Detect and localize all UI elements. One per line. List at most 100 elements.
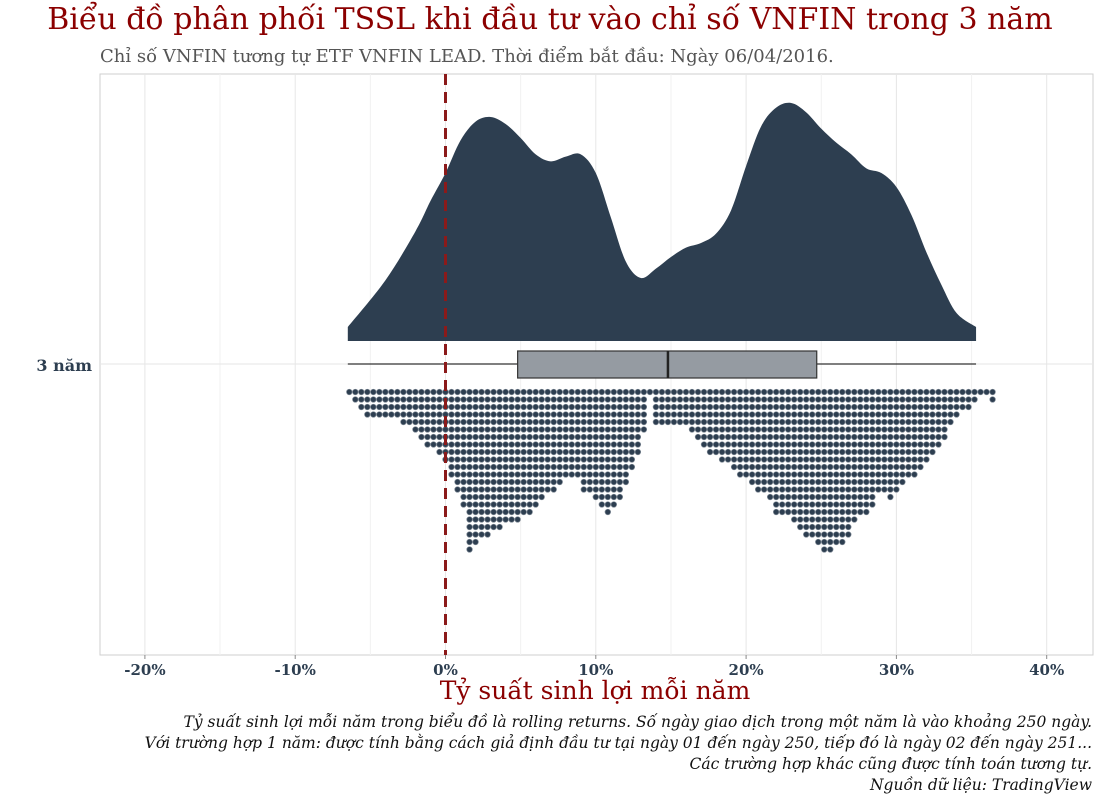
dot <box>748 448 756 456</box>
dot <box>857 501 864 508</box>
dot <box>490 471 497 478</box>
dot <box>604 426 611 433</box>
x-axis-ticks: -20% -10% 0% 10% 20% 30% 40% <box>124 655 1064 679</box>
dot <box>712 441 720 448</box>
dot <box>532 433 539 441</box>
dot <box>604 433 611 441</box>
dot <box>562 388 569 396</box>
caption-line-4: Nguồn dữ liệu: TradingView <box>869 776 1092 794</box>
x-tick-label: -20% <box>124 661 165 679</box>
dot <box>869 471 876 478</box>
dot <box>478 486 485 493</box>
dot <box>851 493 858 501</box>
dot <box>779 478 786 486</box>
dot <box>815 538 822 546</box>
dot <box>833 523 840 531</box>
dot <box>773 441 780 448</box>
dot <box>502 486 509 493</box>
dot <box>766 411 774 418</box>
dot <box>436 418 443 426</box>
dot <box>478 516 485 523</box>
dot <box>754 456 762 463</box>
dot <box>622 433 630 441</box>
dot <box>833 531 840 538</box>
dot <box>478 448 485 456</box>
dot <box>887 441 894 448</box>
dot <box>496 418 503 426</box>
dot <box>839 463 846 471</box>
dot <box>604 508 611 516</box>
dot <box>454 471 461 478</box>
boxplot <box>347 350 977 379</box>
dot <box>682 388 690 396</box>
dot <box>724 418 732 426</box>
dot <box>881 448 888 456</box>
dot <box>899 448 906 456</box>
dot <box>472 463 479 471</box>
dot <box>472 433 479 441</box>
dot <box>773 433 780 441</box>
dot <box>797 486 804 493</box>
dot <box>760 403 768 411</box>
dot <box>508 516 515 523</box>
dot <box>827 433 834 441</box>
dot <box>484 388 491 396</box>
dot <box>598 403 605 411</box>
dot <box>779 463 786 471</box>
dot <box>424 441 431 448</box>
dot <box>791 501 798 508</box>
dot <box>983 388 990 396</box>
dot <box>815 471 822 478</box>
dot <box>460 388 467 396</box>
dot <box>863 508 870 516</box>
dot <box>845 471 852 478</box>
dot <box>448 411 455 418</box>
dot <box>460 433 467 441</box>
dot <box>556 448 563 456</box>
dot <box>526 403 533 411</box>
dot <box>490 411 497 418</box>
dot <box>857 456 864 463</box>
dot <box>839 456 846 463</box>
dot <box>742 456 750 463</box>
dot <box>544 388 551 396</box>
dot <box>490 508 497 516</box>
dot <box>881 441 888 448</box>
dot <box>706 418 714 426</box>
dot <box>706 388 714 396</box>
dot <box>664 403 672 411</box>
dot <box>742 426 750 433</box>
dot <box>857 471 864 478</box>
dot <box>514 516 521 523</box>
dot <box>520 493 527 501</box>
dot <box>815 448 822 456</box>
dot <box>412 426 419 433</box>
dot <box>502 516 509 523</box>
dot <box>610 396 617 403</box>
dot <box>490 441 497 448</box>
dot <box>484 501 491 508</box>
dot <box>568 433 575 441</box>
dot <box>604 463 611 471</box>
dot <box>430 426 437 433</box>
dot <box>538 396 545 403</box>
dot <box>724 456 732 463</box>
dot <box>754 418 762 426</box>
dot <box>358 403 365 411</box>
dot <box>803 388 810 396</box>
dot <box>941 418 948 426</box>
dot <box>869 486 876 493</box>
dot <box>791 426 798 433</box>
dot <box>490 433 497 441</box>
dot <box>592 486 599 493</box>
dot <box>754 433 762 441</box>
dot <box>821 508 828 516</box>
dot <box>893 396 900 403</box>
dot <box>881 471 888 478</box>
dot <box>917 448 924 456</box>
dot <box>851 478 858 486</box>
dot <box>869 388 876 396</box>
dot <box>839 516 846 523</box>
dot <box>809 516 816 523</box>
dot <box>779 456 786 463</box>
